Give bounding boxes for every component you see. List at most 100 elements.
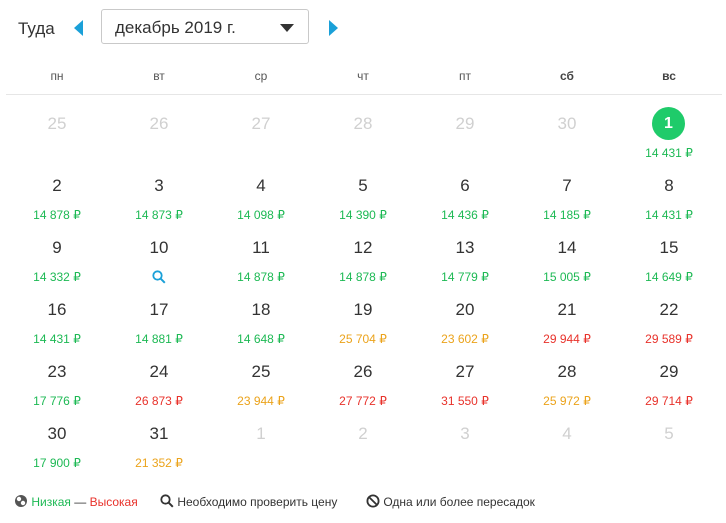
day-price: 14 779 ₽ bbox=[441, 270, 489, 284]
price-level-icon bbox=[15, 495, 27, 507]
day-number: 6 bbox=[460, 176, 470, 195]
day-price: 21 352 ₽ bbox=[135, 456, 183, 470]
day-number: 2 bbox=[358, 424, 368, 443]
legend: Низкая — Высокая Необходимо проверить це… bbox=[14, 492, 714, 512]
day-number: 9 bbox=[52, 238, 62, 257]
day-cell: 28 bbox=[312, 104, 414, 166]
day-cell[interactable]: 14 15 005 ₽ bbox=[516, 228, 618, 290]
day-number: 5 bbox=[664, 424, 674, 443]
day-price: 15 005 ₽ bbox=[543, 270, 591, 284]
day-number: 15 bbox=[659, 238, 679, 257]
day-cell[interactable]: 9 14 332 ₽ bbox=[6, 228, 108, 290]
day-number: 24 bbox=[149, 362, 169, 381]
day-cell[interactable]: 15 14 649 ₽ bbox=[618, 228, 720, 290]
day-cell: 25 bbox=[6, 104, 108, 166]
day-number: 29 bbox=[455, 114, 475, 133]
day-price: 14 185 ₽ bbox=[543, 208, 591, 222]
day-number: 17 bbox=[149, 300, 169, 319]
day-cell[interactable]: 19 25 704 ₽ bbox=[312, 290, 414, 352]
weekday-sun: вс bbox=[662, 69, 676, 83]
day-cell[interactable]: 7 14 185 ₽ bbox=[516, 166, 618, 228]
day-cell: 3 bbox=[414, 414, 516, 476]
day-price: 25 704 ₽ bbox=[339, 332, 387, 346]
day-number: 31 bbox=[149, 424, 169, 443]
day-cell[interactable]: 21 29 944 ₽ bbox=[516, 290, 618, 352]
day-cell[interactable]: 13 14 779 ₽ bbox=[414, 228, 516, 290]
day-price: 31 550 ₽ bbox=[441, 394, 489, 408]
day-price: 14 881 ₽ bbox=[135, 332, 183, 346]
day-price: 29 714 ₽ bbox=[645, 394, 693, 408]
day-price: 25 972 ₽ bbox=[543, 394, 591, 408]
day-number: 26 bbox=[353, 362, 373, 381]
legend-check-price: Необходимо проверить цену bbox=[160, 492, 337, 512]
day-number: 10 bbox=[149, 238, 169, 257]
arrow-right-icon[interactable] bbox=[329, 20, 338, 36]
calendar-header: Туда декабрь 2019 г. bbox=[0, 0, 726, 58]
day-cell[interactable]: 2 14 878 ₽ bbox=[6, 166, 108, 228]
day-cell[interactable]: 11 14 878 ₽ bbox=[210, 228, 312, 290]
day-number: 14 bbox=[557, 238, 577, 257]
day-cell: 30 bbox=[516, 104, 618, 166]
day-number: 18 bbox=[251, 300, 271, 319]
day-cell[interactable]: 17 14 881 ₽ bbox=[108, 290, 210, 352]
arrow-left-icon[interactable] bbox=[74, 20, 83, 36]
day-cell[interactable]: 12 14 878 ₽ bbox=[312, 228, 414, 290]
day-price: 14 878 ₽ bbox=[339, 270, 387, 284]
day-price: 14 873 ₽ bbox=[135, 208, 183, 222]
day-price: 14 878 ₽ bbox=[237, 270, 285, 284]
day-cell[interactable]: 4 14 098 ₽ bbox=[210, 166, 312, 228]
weekday-wed: ср bbox=[254, 69, 268, 83]
day-number: 23 bbox=[47, 362, 67, 381]
day-cell[interactable]: 27 31 550 ₽ bbox=[414, 352, 516, 414]
day-price: 26 873 ₽ bbox=[135, 394, 183, 408]
day-cell[interactable]: 5 14 390 ₽ bbox=[312, 166, 414, 228]
search-icon[interactable] bbox=[152, 270, 166, 284]
month-select[interactable]: декабрь 2019 г. bbox=[101, 9, 309, 44]
chevron-down-icon bbox=[280, 24, 294, 32]
day-number: 27 bbox=[455, 362, 475, 381]
day-number: 20 bbox=[455, 300, 475, 319]
day-cell[interactable]: 1 14 431 ₽ bbox=[618, 104, 720, 166]
day-cell[interactable]: 18 14 648 ₽ bbox=[210, 290, 312, 352]
day-number: 4 bbox=[256, 176, 266, 195]
day-cell[interactable]: 8 14 431 ₽ bbox=[618, 166, 720, 228]
day-cell[interactable]: 10 bbox=[108, 228, 210, 290]
legend-high: Высокая bbox=[89, 495, 138, 509]
day-price: 14 390 ₽ bbox=[339, 208, 387, 222]
day-cell[interactable]: 25 23 944 ₽ bbox=[210, 352, 312, 414]
day-cell: 27 bbox=[210, 104, 312, 166]
day-price: 14 648 ₽ bbox=[237, 332, 285, 346]
day-cell[interactable]: 24 26 873 ₽ bbox=[108, 352, 210, 414]
day-cell[interactable]: 29 29 714 ₽ bbox=[618, 352, 720, 414]
day-number: 12 bbox=[353, 238, 373, 257]
day-cell[interactable]: 6 14 436 ₽ bbox=[414, 166, 516, 228]
day-number: 16 bbox=[47, 300, 67, 319]
day-number: 3 bbox=[154, 176, 164, 195]
day-number: 27 bbox=[251, 114, 271, 133]
day-number: 2 bbox=[52, 176, 62, 195]
day-cell: 4 bbox=[516, 414, 618, 476]
day-cell[interactable]: 22 29 589 ₽ bbox=[618, 290, 720, 352]
day-price: 14 431 ₽ bbox=[645, 208, 693, 222]
day-cell[interactable]: 3 14 873 ₽ bbox=[108, 166, 210, 228]
day-number: 25 bbox=[251, 362, 271, 381]
day-number: 7 bbox=[562, 176, 572, 195]
day-cell[interactable]: 28 25 972 ₽ bbox=[516, 352, 618, 414]
day-cell: 2 bbox=[312, 414, 414, 476]
day-number: 26 bbox=[149, 114, 169, 133]
day-price: 17 776 ₽ bbox=[33, 394, 81, 408]
direction-label: Туда bbox=[18, 19, 55, 38]
day-cell[interactable]: 20 23 602 ₽ bbox=[414, 290, 516, 352]
day-cell[interactable]: 30 17 900 ₽ bbox=[6, 414, 108, 476]
day-cell[interactable]: 23 17 776 ₽ bbox=[6, 352, 108, 414]
legend-transfers-label: Одна или более пересадок bbox=[383, 495, 535, 509]
day-price: 14 431 ₽ bbox=[33, 332, 81, 346]
day-cell[interactable]: 31 21 352 ₽ bbox=[108, 414, 210, 476]
day-cell: 26 bbox=[108, 104, 210, 166]
day-cell[interactable]: 26 27 772 ₽ bbox=[312, 352, 414, 414]
weekday-thu: чт bbox=[357, 69, 369, 83]
weekday-header: пн вт ср чт пт сб вс bbox=[6, 62, 722, 95]
day-cell[interactable]: 16 14 431 ₽ bbox=[6, 290, 108, 352]
selected-day-number: 1 bbox=[652, 107, 685, 140]
day-number: 3 bbox=[460, 424, 470, 443]
